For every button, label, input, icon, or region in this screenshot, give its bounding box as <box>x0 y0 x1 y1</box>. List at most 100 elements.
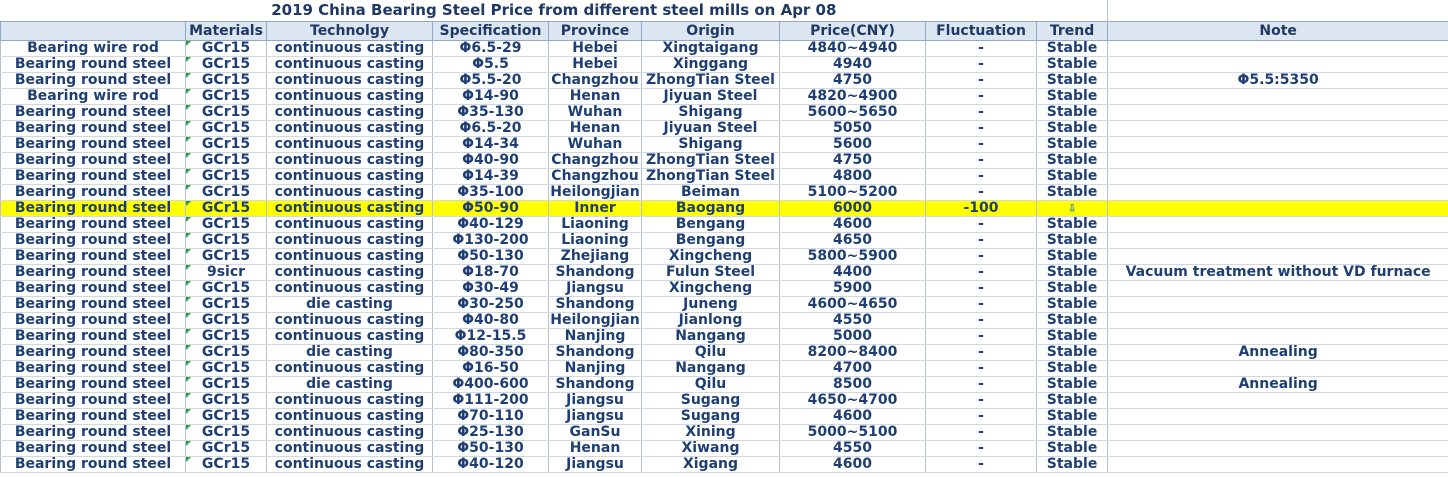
technology-cell[interactable]: continuous casting <box>266 152 433 169</box>
fluctuation-cell[interactable]: - <box>925 104 1037 121</box>
trend-cell[interactable]: Stable <box>1036 248 1109 265</box>
specification-cell[interactable]: Φ14-34 <box>432 136 549 153</box>
trend-cell[interactable]: Stable <box>1036 456 1109 473</box>
province-cell[interactable]: Changzhou <box>548 152 642 169</box>
fluctuation-cell[interactable]: - <box>925 184 1037 201</box>
product-cell[interactable]: Bearing round steel <box>0 232 186 249</box>
product-cell[interactable]: Bearing round steel <box>0 200 186 217</box>
technology-cell[interactable]: continuous casting <box>266 232 433 249</box>
header-origin[interactable]: Origin <box>641 21 780 41</box>
material-cell[interactable]: GCr15 <box>185 312 267 329</box>
note-cell[interactable] <box>1107 184 1448 201</box>
technology-cell[interactable]: continuous casting <box>266 328 433 345</box>
fluctuation-cell[interactable]: - <box>925 408 1037 425</box>
province-cell[interactable]: Wuhan <box>548 104 642 121</box>
trend-cell[interactable]: Stable <box>1036 168 1109 185</box>
price-cell[interactable]: 4600~4650 <box>779 296 926 313</box>
origin-cell[interactable]: Sugang <box>641 392 780 409</box>
price-cell[interactable]: 5000~5100 <box>779 424 926 441</box>
fluctuation-cell[interactable]: - <box>925 440 1037 457</box>
note-cell[interactable] <box>1107 296 1448 313</box>
trend-cell[interactable]: Stable <box>1036 72 1109 89</box>
specification-cell[interactable]: Φ40-120 <box>432 456 549 473</box>
material-cell[interactable]: GCr15 <box>185 184 267 201</box>
technology-cell[interactable]: continuous casting <box>266 280 433 297</box>
origin-cell[interactable]: Jiyuan Steel <box>641 120 780 137</box>
product-cell[interactable]: Bearing round steel <box>0 216 186 233</box>
price-cell[interactable]: 5900 <box>779 280 926 297</box>
trend-cell[interactable]: ⇩ <box>1036 200 1109 217</box>
price-cell[interactable]: 4800 <box>779 168 926 185</box>
price-cell[interactable]: 4400 <box>779 264 926 281</box>
specification-cell[interactable]: Φ14-39 <box>432 168 549 185</box>
technology-cell[interactable]: continuous casting <box>266 40 433 57</box>
province-cell[interactable]: Hebei <box>548 40 642 57</box>
technology-cell[interactable]: continuous casting <box>266 360 433 377</box>
fluctuation-cell[interactable]: - <box>925 392 1037 409</box>
specification-cell[interactable]: Φ111-200 <box>432 392 549 409</box>
material-cell[interactable]: GCr15 <box>185 392 267 409</box>
specification-cell[interactable]: Φ18-70 <box>432 264 549 281</box>
note-cell[interactable] <box>1107 200 1448 217</box>
technology-cell[interactable]: continuous casting <box>266 200 433 217</box>
fluctuation-cell[interactable]: - <box>925 248 1037 265</box>
price-cell[interactable]: 4700 <box>779 360 926 377</box>
fluctuation-cell[interactable]: - <box>925 152 1037 169</box>
price-cell[interactable]: 4600 <box>779 216 926 233</box>
material-cell[interactable]: GCr15 <box>185 248 267 265</box>
header-materials[interactable]: Materials <box>185 21 267 41</box>
material-cell[interactable]: GCr15 <box>185 232 267 249</box>
origin-cell[interactable]: Jianlong <box>641 312 780 329</box>
product-cell[interactable]: Bearing round steel <box>0 264 186 281</box>
province-cell[interactable]: Jiangsu <box>548 392 642 409</box>
province-cell[interactable]: Jiangsu <box>548 456 642 473</box>
fluctuation-cell[interactable]: - <box>925 456 1037 473</box>
technology-cell[interactable]: continuous casting <box>266 56 433 73</box>
specification-cell[interactable]: Φ400-600 <box>432 376 549 393</box>
origin-cell[interactable]: Xining <box>641 424 780 441</box>
specification-cell[interactable]: Φ80-350 <box>432 344 549 361</box>
product-cell[interactable]: Bearing round steel <box>0 280 186 297</box>
header-product[interactable] <box>0 21 186 41</box>
fluctuation-cell[interactable]: - <box>925 216 1037 233</box>
origin-cell[interactable]: Xingtaigang <box>641 40 780 57</box>
product-cell[interactable]: Bearing round steel <box>0 248 186 265</box>
product-cell[interactable]: Bearing round steel <box>0 152 186 169</box>
province-cell[interactable]: Jiangsu <box>548 408 642 425</box>
province-cell[interactable]: Shandong <box>548 376 642 393</box>
material-cell[interactable]: GCr15 <box>185 344 267 361</box>
material-cell[interactable]: GCr15 <box>185 88 267 105</box>
note-cell[interactable] <box>1107 232 1448 249</box>
origin-cell[interactable]: Xingcheng <box>641 280 780 297</box>
trend-cell[interactable]: Stable <box>1036 376 1109 393</box>
product-cell[interactable]: Bearing round steel <box>0 72 186 89</box>
trend-cell[interactable]: Stable <box>1036 344 1109 361</box>
price-cell[interactable]: 5800~5900 <box>779 248 926 265</box>
specification-cell[interactable]: Φ12-15.5 <box>432 328 549 345</box>
trend-cell[interactable]: Stable <box>1036 216 1109 233</box>
note-cell[interactable] <box>1107 120 1448 137</box>
material-cell[interactable]: GCr15 <box>185 328 267 345</box>
price-cell[interactable]: 5050 <box>779 120 926 137</box>
fluctuation-cell[interactable]: - <box>925 40 1037 57</box>
technology-cell[interactable]: continuous casting <box>266 424 433 441</box>
price-cell[interactable]: 4840~4940 <box>779 40 926 57</box>
fluctuation-cell[interactable]: - <box>925 72 1037 89</box>
origin-cell[interactable]: Fulun Steel <box>641 264 780 281</box>
province-cell[interactable]: Wuhan <box>548 136 642 153</box>
price-cell[interactable]: 4600 <box>779 456 926 473</box>
price-cell[interactable]: 4600 <box>779 408 926 425</box>
origin-cell[interactable]: Xigang <box>641 456 780 473</box>
trend-cell[interactable]: Stable <box>1036 136 1109 153</box>
material-cell[interactable]: GCr15 <box>185 456 267 473</box>
fluctuation-cell[interactable]: -100 <box>925 200 1037 217</box>
price-cell[interactable]: 6000 <box>779 200 926 217</box>
fluctuation-cell[interactable]: - <box>925 344 1037 361</box>
price-cell[interactable]: 4650 <box>779 232 926 249</box>
price-cell[interactable]: 8200~8400 <box>779 344 926 361</box>
fluctuation-cell[interactable]: - <box>925 360 1037 377</box>
province-cell[interactable]: Shandong <box>548 296 642 313</box>
price-cell[interactable]: 4650~4700 <box>779 392 926 409</box>
material-cell[interactable]: GCr15 <box>185 424 267 441</box>
material-cell[interactable]: GCr15 <box>185 152 267 169</box>
